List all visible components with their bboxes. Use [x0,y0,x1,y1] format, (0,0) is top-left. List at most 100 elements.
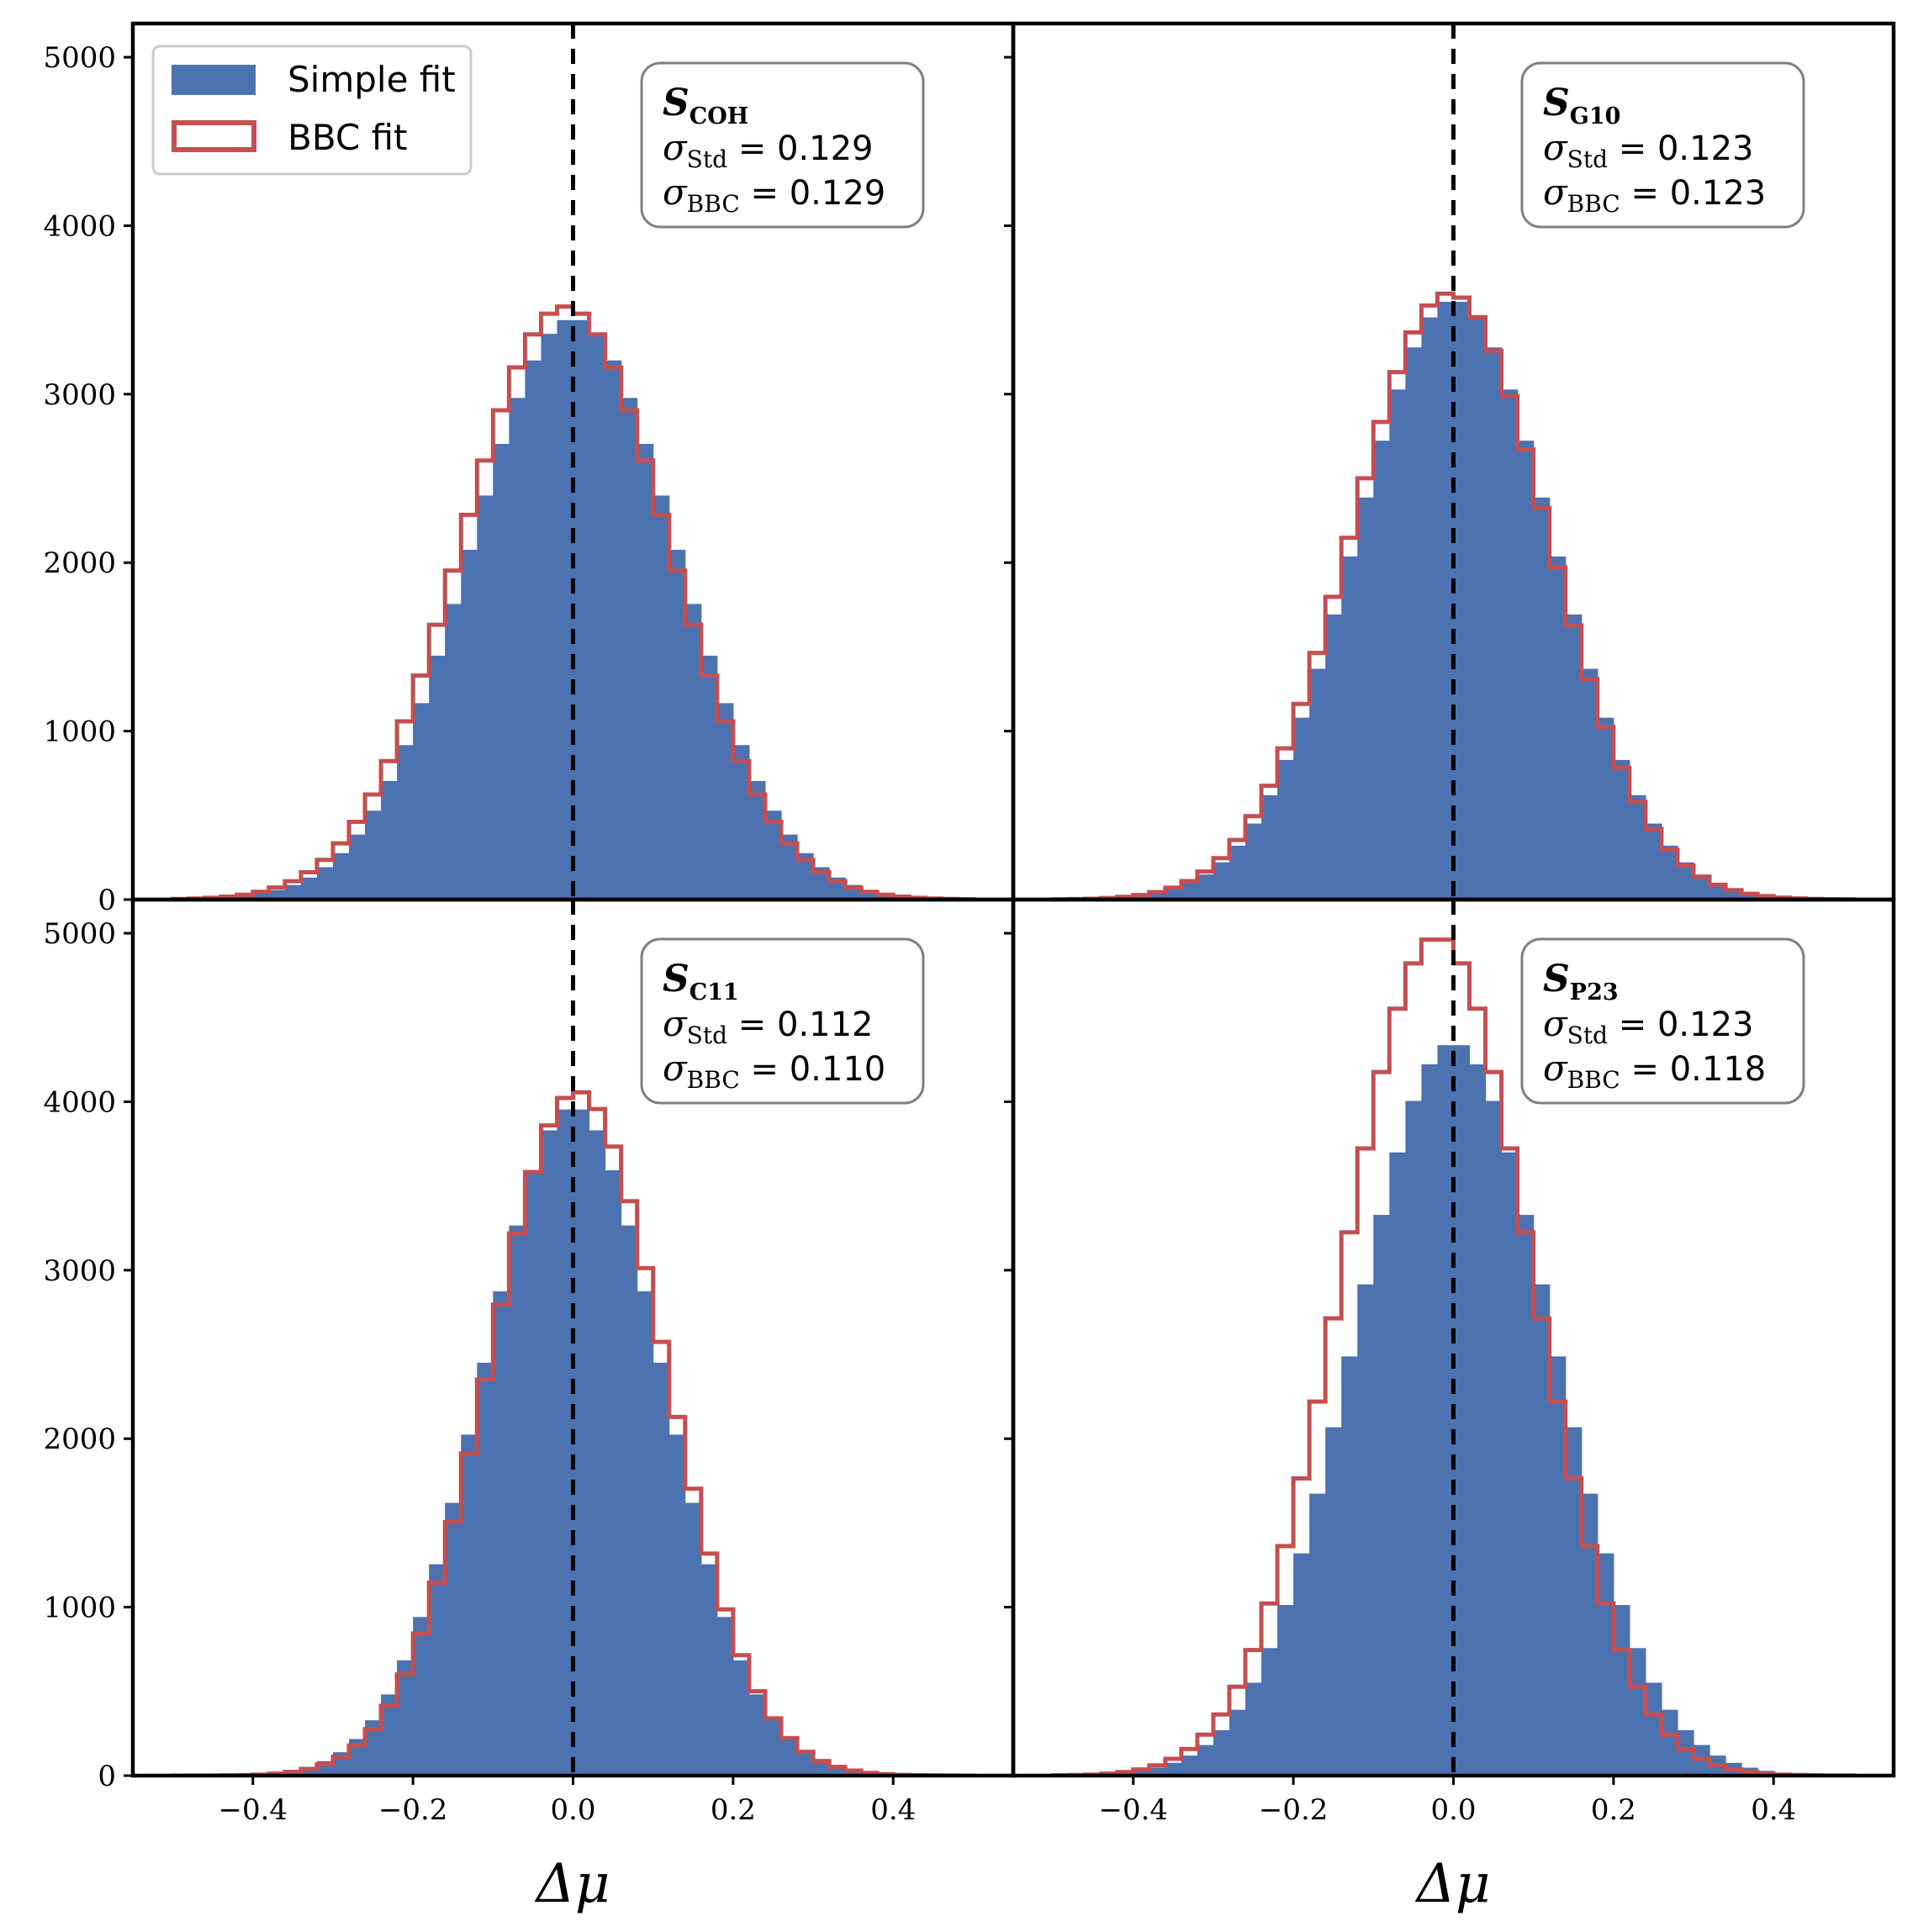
simple-fit-bar [445,1502,462,1776]
simple-fit-bar [1245,823,1262,900]
simple-fit-bar [1437,301,1455,900]
x-tick-label: −0.4 [1098,1793,1168,1827]
y-tick-label: 3000 [43,1254,116,1288]
simple-fit-bar [684,604,702,900]
sigma-std-line: σStd = 0.112 [663,1003,874,1049]
simple-fit-bar [1261,794,1278,900]
simple-fit-bar [605,360,622,900]
simple-fit-bar [557,1109,574,1776]
simple-fit-bar [1517,1215,1535,1776]
simple-fit-bar [1517,441,1535,900]
simple-fit-bar [684,1502,702,1776]
simple-fit-bar [1533,497,1551,900]
simple-fit-bar [1421,1064,1439,1776]
y-tick-label: 0 [98,1760,116,1793]
simple-fit-bar [700,1564,718,1776]
x-tick-label: 0.4 [870,1793,916,1827]
simple-fit-bar [1373,441,1390,900]
simple-fit-bar [861,889,878,900]
plot-area [1051,24,1856,900]
simple-fit-bar [748,780,766,900]
simple-fit-bar [1357,497,1374,900]
simple-fit-bar [1309,668,1326,900]
simple-fit-bar [1613,759,1630,900]
simple-fit-bar [1228,1709,1246,1776]
simple-fit-bar [1678,1729,1694,1776]
simple-fit-bar [1629,794,1646,900]
simple-fit-bar [732,1660,750,1776]
stats-box-title: SP23 [1543,958,1619,1006]
simple-fit-bar [477,1362,494,1776]
x-tick-label: −0.4 [218,1793,288,1827]
simple-fit-bar [1149,893,1166,900]
bbc-fit-step [171,1090,975,1776]
simple-fit-bar [573,1109,590,1776]
x-axis-label: Δμ [1414,1853,1491,1915]
simple-fit-bar [1741,893,1758,900]
simple-fit-bar [1213,862,1230,900]
simple-fit-bar [1693,874,1710,900]
simple-fit-bar [1181,1755,1198,1776]
simple-fit-bar [300,877,318,900]
simple-fit-bar [316,867,334,900]
stats-box-frame [640,937,925,1105]
stats-box-title: SC11 [663,958,739,1006]
simple-fit-bar [813,1760,830,1776]
simple-fit-bar [1629,1648,1646,1776]
simple-fit-bar [780,834,798,900]
simple-fit-bar [509,398,526,900]
simple-fit-bar [1421,317,1439,900]
y-tick-label: 1000 [43,715,116,749]
simple-fit-bar [332,853,350,900]
simple-fit-bar [764,810,782,900]
simple-fit-bar [797,853,814,900]
simple-fit-bar [1645,823,1662,900]
simple-fit-bar [780,1739,798,1776]
simple-fit-bar [1373,1215,1390,1776]
simple-fit-bar [429,1564,446,1776]
simple-fit-bar [668,549,686,900]
simple-fit-bar [557,319,574,900]
simple-fit-bar [732,745,750,900]
simple-fit-bar [700,655,718,900]
simple-fit-bar [541,1130,558,1776]
panel-c11: 0 1000 2000 3000 4000 5000 −0.4 −0.2 0.0 0.2 0.4 Δμ… [43,897,1016,1915]
simple-fit-bar [653,495,670,900]
x-tick-label: 0.2 [711,1793,756,1827]
simple-fit-bar [493,444,510,900]
simple-fit-bar [348,1739,366,1776]
simple-fit-bar [461,1434,478,1776]
simple-fit-bar [1485,347,1503,900]
simple-fit-bar [1197,874,1214,900]
simple-fit-bar [413,1617,430,1776]
simple-fit-bar [813,867,830,900]
simple-fit-bar [1645,1682,1662,1776]
simple-fit-bar [1661,1709,1678,1776]
simple-fit-bar [365,810,382,900]
simple-fit-bar [381,780,398,900]
simple-fit-bar [1133,895,1150,900]
sigma-bbc-line: σBBC = 0.110 [663,1048,885,1094]
simple-fit-bar [845,1770,862,1776]
x-tick-label: 0.0 [550,1793,595,1827]
x-tick-label: −0.2 [378,1793,448,1827]
sigma-bbc-line: σBBC = 0.123 [1543,172,1766,218]
legend-swatch-simple [172,65,256,95]
stats-box-title: SCOH [663,82,748,129]
x-tick-label: 0.4 [1751,1793,1796,1827]
simple-fit-bar [1261,1648,1278,1776]
simple-fit-bar [300,1766,318,1776]
bbc-fit-step [1051,291,1856,900]
simple-fit-bar [461,549,478,900]
simple-fit-bar [541,334,558,900]
simple-fit-bar [653,1362,670,1776]
simple-fit-bar [284,884,302,900]
simple-fit-bar [1549,556,1567,900]
simple-fit-bar [1485,1101,1503,1776]
simple-fit-bar [252,893,270,900]
simple-fit-bar [381,1694,398,1776]
simple-fit-bar [1453,301,1471,900]
simple-fit-bar [397,745,414,900]
